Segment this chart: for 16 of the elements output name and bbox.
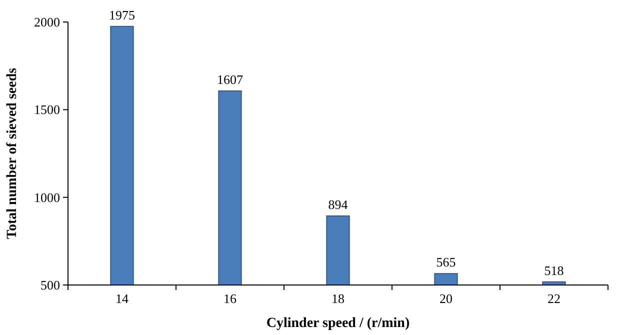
x-tick-label: 14 <box>116 291 129 306</box>
y-tick-label: 1000 <box>34 190 60 205</box>
x-tick-label: 20 <box>440 291 452 306</box>
data-label: 894 <box>328 196 348 212</box>
y-tick-label: 500 <box>40 278 60 293</box>
data-label: 1607 <box>217 72 244 87</box>
x-axis-title: Cylinder speed / (r/min) <box>266 316 410 331</box>
y-tick-label: 2000 <box>34 14 60 30</box>
data-label: 565 <box>436 254 456 270</box>
x-tick-label: 16 <box>224 291 237 306</box>
y-tick-label: 1500 <box>34 102 60 118</box>
data-label: 1975 <box>109 7 135 22</box>
x-tick-label: 22 <box>548 291 560 306</box>
x-tick-label: 18 <box>332 291 344 306</box>
data-label: 518 <box>544 262 564 278</box>
y-axis-title: Total number of sieved seeds <box>5 67 20 240</box>
